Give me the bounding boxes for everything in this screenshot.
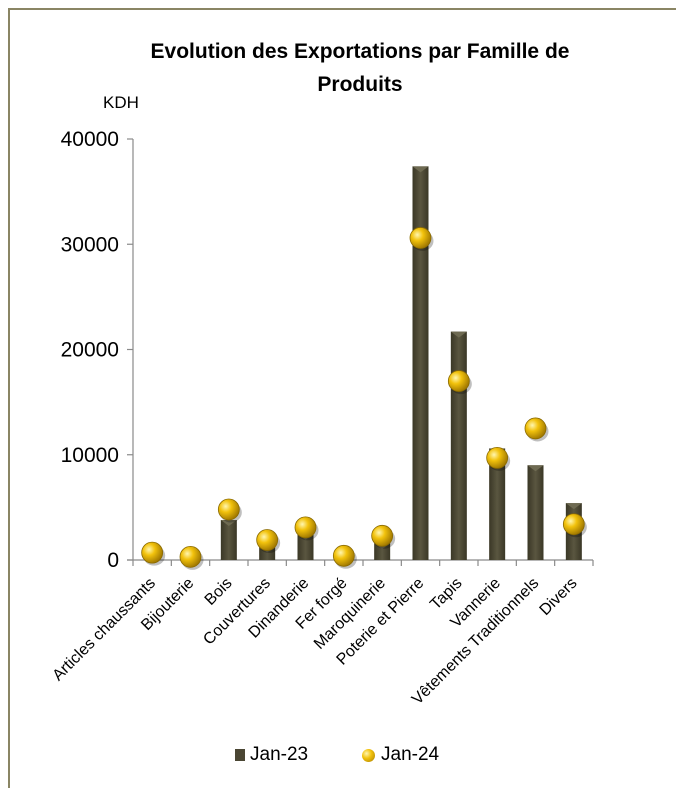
y-tick-label: 40000	[61, 128, 119, 151]
y-tick-label: 30000	[61, 233, 119, 256]
bar-jan23	[220, 520, 237, 560]
marker-jan24	[447, 370, 470, 392]
marker-jan24	[294, 516, 317, 539]
y-tick-label: 20000	[61, 339, 119, 362]
legend-label-jan24: Jan-24	[381, 744, 440, 765]
bar-jan23	[412, 166, 429, 561]
bar-jan23	[297, 533, 314, 560]
bar-jan23-cap	[527, 465, 544, 472]
marker-jan24	[524, 417, 547, 440]
legend-marker-swatch	[362, 748, 375, 762]
bar-jan23-cap	[450, 331, 467, 338]
marker-jan24	[217, 498, 240, 521]
bar-jan23	[489, 448, 506, 560]
legend-item-jan24: Jan-24	[362, 744, 439, 766]
bar-jan23	[527, 465, 544, 560]
legend-item-jan23: Jan-23	[235, 744, 308, 766]
marker-jan24	[256, 529, 279, 551]
marker-jan24	[371, 524, 394, 547]
y-tick-label: 10000	[61, 444, 119, 467]
marker-jan24	[562, 513, 585, 536]
chart-frame	[8, 8, 676, 788]
bar-jan23	[450, 331, 467, 560]
chart-legend: Jan-23 Jan-24	[0, 744, 678, 774]
marker-jan24	[409, 227, 432, 249]
x-tick-label: Bois	[202, 575, 236, 609]
chart-plot-area: KDH 0 10000 20000 30000 40000 Articles chaus…	[50, 93, 594, 708]
legend-label-jan23: Jan-23	[250, 744, 309, 765]
marker-jan24	[179, 545, 202, 568]
bar-jan23-cap	[412, 166, 429, 173]
marker-jan24	[332, 544, 355, 567]
marker-jan24	[141, 541, 164, 564]
x-tick-label: Divers	[537, 575, 581, 619]
y-tick-label: 0	[107, 549, 119, 572]
chart-title: Evolution des Exportations par Famille d…	[150, 40, 570, 96]
x-tick-label: Articles chaussants	[50, 575, 159, 684]
bar-jan23-cap	[565, 503, 582, 510]
marker-jan24	[486, 447, 509, 469]
bar-jan23-cap	[220, 520, 237, 527]
bar-jan23	[374, 543, 391, 560]
legend-bar-swatch	[235, 749, 245, 761]
y-axis-label: KDH	[103, 93, 139, 112]
